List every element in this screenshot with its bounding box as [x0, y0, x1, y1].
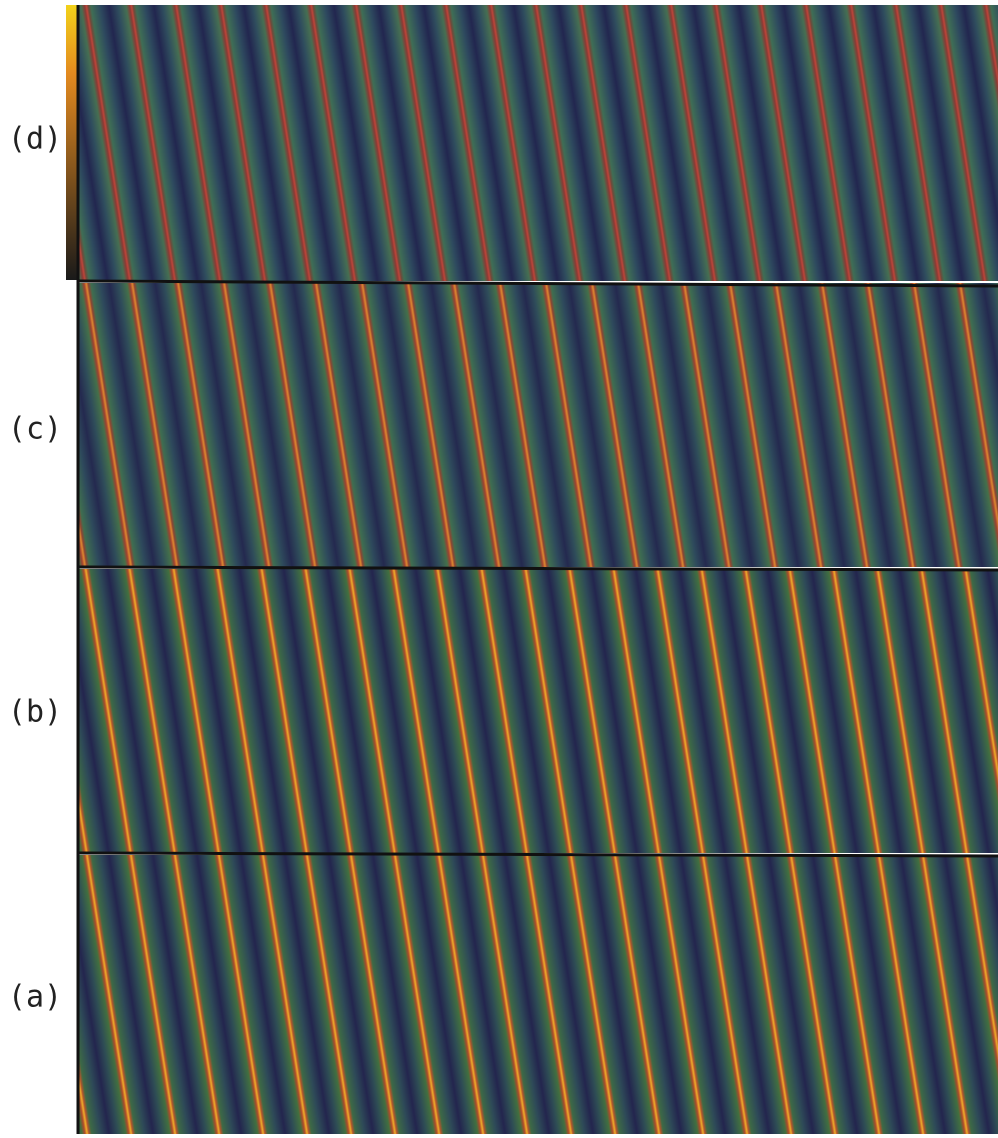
panel-label: (c): [8, 412, 62, 447]
panel-b-image: [78, 569, 998, 853]
separator: [77, 851, 998, 858]
edge-bar: [66, 5, 78, 280]
panel-label: (d): [8, 122, 62, 157]
panel-a-image: [78, 855, 998, 1134]
panel-d-image: [78, 5, 998, 281]
panel-label: (b): [8, 695, 62, 730]
separator: [77, 565, 998, 572]
separator: [77, 279, 998, 288]
panel-label: (a): [8, 980, 62, 1015]
panel-c-image: [78, 283, 998, 567]
